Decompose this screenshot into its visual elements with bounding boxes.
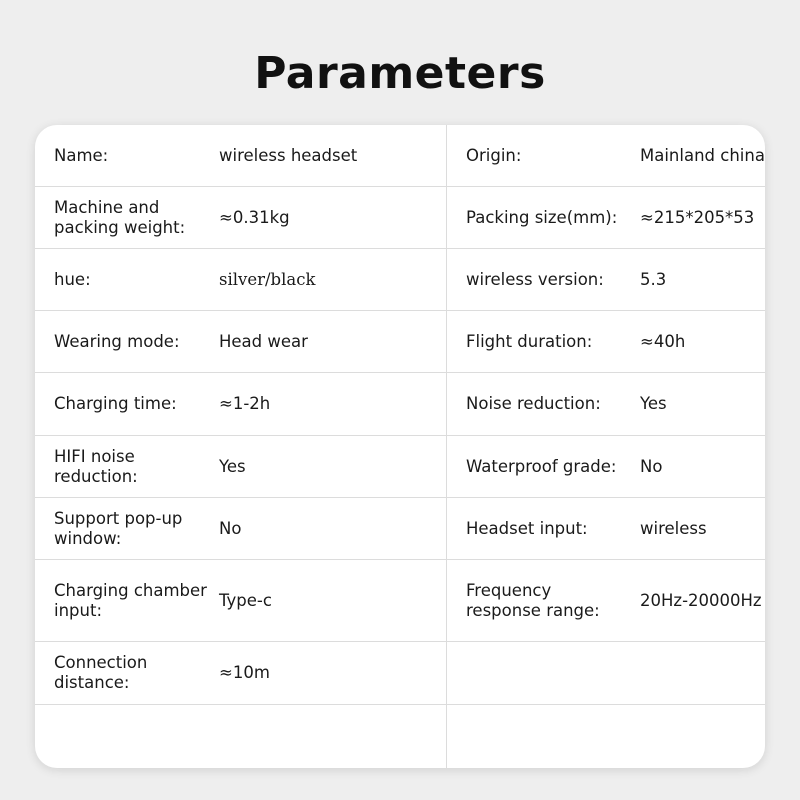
table-row: Charging time: ≈1-2h Noise reduction: Yes <box>35 373 765 436</box>
param-label: Charging time: <box>54 394 177 413</box>
param-label: Noise reduction: <box>466 394 601 413</box>
param-label: Headset input: <box>466 518 588 538</box>
param-value: wireless <box>640 518 707 538</box>
page-title: Parameters <box>254 48 546 99</box>
param-label: wireless version: <box>466 269 604 289</box>
param-label: Name: <box>54 145 109 165</box>
table-row: Machine and packing weight: ≈0.31kg Packin… <box>35 187 765 249</box>
param-value: Yes <box>640 394 667 413</box>
param-value: 20Hz-20000Hz <box>640 590 762 610</box>
param-value: ≈10m <box>219 663 270 682</box>
param-value: ≈0.31kg <box>219 207 290 227</box>
param-value: Type-c <box>219 590 272 610</box>
param-value: No <box>640 456 663 476</box>
param-label: Flight duration: <box>466 331 593 351</box>
parameters-table: Name: wireless headset Origin: Mainland chi… <box>35 125 765 768</box>
param-label: Frequency response range: <box>466 580 600 620</box>
param-label: Wearing mode: <box>54 331 180 351</box>
param-label <box>466 642 626 704</box>
param-value: ≈40h <box>640 331 686 351</box>
param-label: Machine and packing weight: <box>54 197 186 237</box>
param-value: ≈215*205*53 <box>640 207 755 227</box>
param-value <box>640 705 765 767</box>
table-row: Connection distance: ≈10m <box>35 642 765 705</box>
table-row: HIFI noise reduction: Yes Waterproof grade… <box>35 436 765 498</box>
param-label <box>54 705 214 767</box>
param-value: Head wear <box>219 331 308 351</box>
param-label: Charging chamber input: <box>54 580 207 620</box>
param-value: Mainland china <box>640 145 765 165</box>
param-label: HIFI noise reduction: <box>54 446 138 486</box>
table-row: hue: silver/black wireless version: 5.3 <box>35 249 765 311</box>
param-value: silver/black <box>219 269 316 289</box>
param-label: Waterproof grade: <box>466 456 617 476</box>
param-value: ≈1-2h <box>219 394 271 413</box>
column-divider <box>446 125 447 768</box>
param-label: Connection distance: <box>54 653 148 692</box>
param-value: No <box>219 518 242 538</box>
param-value: wireless headset <box>219 145 358 165</box>
table-row <box>35 705 765 767</box>
param-value: 5.3 <box>640 269 667 289</box>
param-value: Yes <box>219 456 246 476</box>
table-row: Wearing mode: Head wear Flight duration: ≈4… <box>35 311 765 373</box>
param-value <box>640 642 765 704</box>
table-row: Charging chamber input: Type-c Frequency r… <box>35 560 765 642</box>
table-row: Support pop-up window: No Headset input: wi… <box>35 498 765 560</box>
table-row: Name: wireless headset Origin: Mainland chi… <box>35 125 765 187</box>
param-label: Support pop-up window: <box>54 508 183 548</box>
param-label: Origin: <box>466 145 522 165</box>
param-value <box>219 705 439 767</box>
param-label: hue: <box>54 269 91 289</box>
param-label: Packing size(mm): <box>466 207 618 227</box>
param-label <box>466 705 626 767</box>
